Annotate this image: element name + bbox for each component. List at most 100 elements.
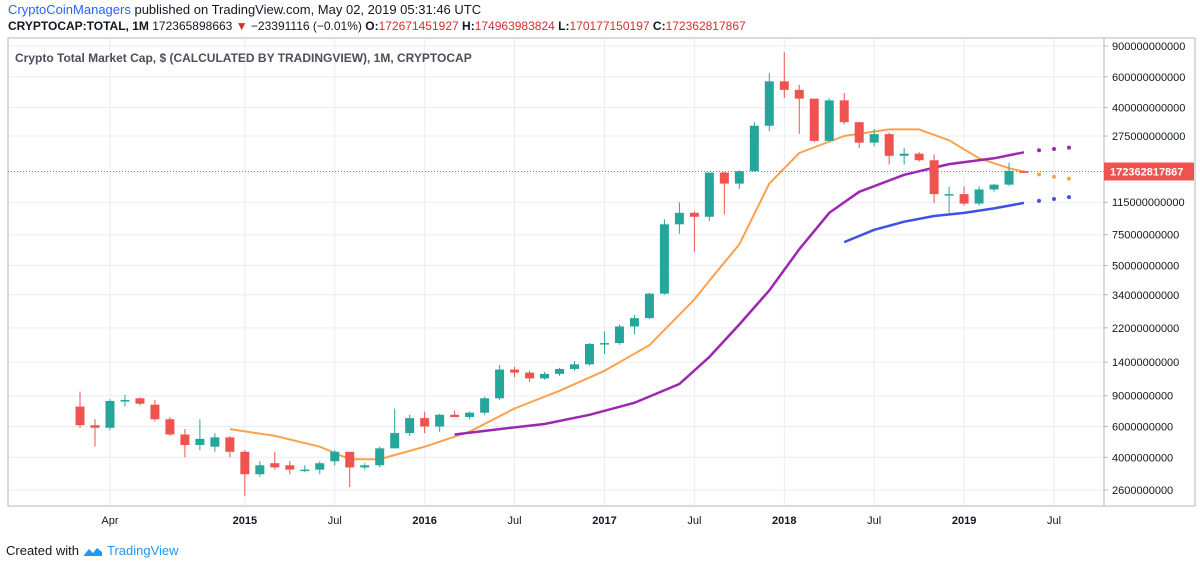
blue-ma-projection-dot	[1037, 198, 1042, 203]
x-tick-label: Jul	[508, 515, 522, 527]
last-price-badge	[1104, 162, 1194, 181]
published-text: published on TradingView.com, May 02, 20…	[134, 2, 482, 17]
chart-title: Crypto Total Market Cap, $ (CALCULATED B…	[15, 51, 472, 65]
candle-body	[405, 418, 415, 434]
candle	[435, 413, 445, 432]
candle-body	[360, 465, 370, 468]
candle	[839, 92, 849, 125]
candle-body	[794, 89, 804, 99]
candle-body	[330, 451, 340, 462]
candle	[210, 433, 220, 452]
purple-ma-projection-dot	[1066, 145, 1071, 150]
candle	[345, 451, 355, 488]
candle	[614, 324, 624, 345]
last-value: 172365898663	[152, 19, 233, 33]
created-with-label: Created with	[6, 543, 79, 558]
blue-ma-projection-dot	[1066, 195, 1071, 200]
candle-body	[779, 81, 789, 90]
candle	[360, 463, 370, 470]
candle	[195, 419, 205, 451]
candle-body	[854, 122, 864, 143]
candle	[764, 73, 774, 132]
candle-body	[420, 418, 430, 427]
tradingview-brand-link[interactable]: TradingView	[106, 543, 179, 558]
candle	[405, 414, 415, 436]
candle-body	[150, 404, 160, 420]
candle-body	[929, 160, 939, 195]
candle	[555, 367, 565, 376]
candle-body	[570, 364, 579, 369]
candle	[420, 411, 430, 434]
candle-body	[704, 172, 714, 217]
open-value: 172671451927	[378, 19, 459, 33]
candle	[495, 364, 505, 401]
y-tick-label: 600000000000	[1112, 72, 1185, 84]
candle-body	[644, 293, 654, 319]
x-tick-label: Jul	[687, 515, 701, 527]
candle	[315, 461, 325, 475]
last-price-label: 172362817867	[1110, 167, 1183, 179]
candle	[749, 122, 759, 172]
close-label: C:	[652, 19, 666, 33]
x-tick-label: Jul	[1047, 515, 1061, 527]
candle-body	[525, 372, 535, 379]
candle-body	[614, 326, 624, 344]
candle-body	[764, 81, 774, 126]
candle-body	[839, 100, 849, 123]
candle-body	[974, 189, 984, 204]
candle	[570, 361, 579, 371]
y-tick-label: 50000000000	[1112, 260, 1179, 272]
candle	[375, 446, 385, 468]
candle	[300, 465, 310, 472]
candle	[165, 416, 175, 436]
x-tick-label: 2016	[412, 515, 436, 527]
low-value: 170177150197	[569, 19, 650, 33]
candle	[899, 147, 909, 165]
candle-body	[1019, 171, 1029, 173]
candle-body	[734, 171, 744, 184]
candle-body	[629, 318, 639, 327]
purple-ma-projection-dot	[1037, 148, 1042, 153]
candle	[450, 410, 460, 417]
candle-body	[599, 343, 609, 345]
candle	[510, 366, 520, 378]
candle	[150, 400, 160, 422]
candle-body	[390, 433, 400, 449]
x-tick-label: Jul	[328, 515, 342, 527]
candle	[824, 98, 834, 142]
candle	[794, 84, 804, 134]
open-label: O:	[365, 19, 379, 33]
candle-body	[719, 172, 729, 184]
candle-body	[345, 451, 355, 468]
candle	[659, 219, 669, 295]
footer: Created with TradingView	[6, 543, 179, 558]
candle	[854, 121, 864, 148]
author-link[interactable]: CryptoCoinManagers	[8, 2, 131, 17]
candle	[1004, 162, 1014, 186]
candle-body	[75, 406, 85, 426]
candle	[719, 171, 729, 215]
x-tick-label: Jul	[867, 515, 881, 527]
price-axis[interactable]: 900000000000 600000000000 400000000000 2750…	[1104, 41, 1185, 497]
tradingview-logo-icon	[83, 547, 102, 556]
candle	[599, 331, 609, 354]
x-tick-label: 2019	[952, 515, 976, 527]
time-axis[interactable]: Apr 2015 Jul 2016 Jul 2017 Jul 2018 Jul 2019 Jul	[101, 515, 1061, 527]
candle	[704, 172, 714, 221]
candle	[180, 429, 190, 458]
candle-body	[674, 212, 684, 225]
candle	[285, 461, 295, 475]
candle-body	[135, 398, 145, 404]
orange-ma-projection-dot	[1037, 172, 1042, 177]
x-tick-label: 2017	[592, 515, 616, 527]
candle	[629, 315, 639, 335]
candle-body	[480, 398, 490, 413]
y-tick-label: 75000000000	[1112, 230, 1179, 242]
candle	[779, 52, 789, 98]
candle-body	[824, 100, 834, 141]
candle	[390, 408, 400, 449]
y-tick-label: 2600000000	[1112, 485, 1173, 497]
candle	[914, 151, 924, 162]
candle-body	[450, 414, 460, 417]
